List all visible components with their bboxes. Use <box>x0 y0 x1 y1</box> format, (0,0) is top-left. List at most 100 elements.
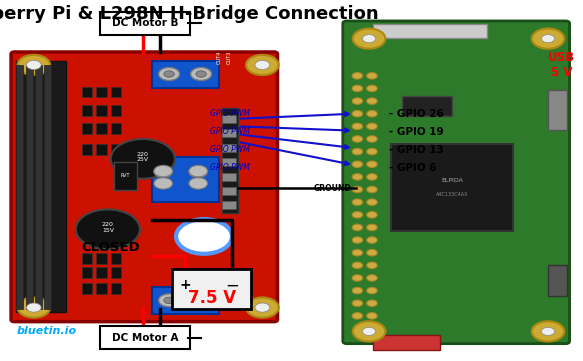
Bar <box>111 105 121 116</box>
Circle shape <box>189 178 208 189</box>
Bar <box>222 115 236 123</box>
Bar <box>111 87 121 97</box>
Bar <box>548 90 567 130</box>
Text: DC Motor A: DC Motor A <box>112 332 178 343</box>
Text: GPIO PWM: GPIO PWM <box>210 145 250 154</box>
Circle shape <box>191 294 212 307</box>
Bar <box>111 267 121 278</box>
Circle shape <box>367 287 377 294</box>
Circle shape <box>17 55 50 75</box>
Circle shape <box>352 174 363 180</box>
Circle shape <box>542 327 554 335</box>
Text: OUT3: OUT3 <box>227 51 232 65</box>
Text: GPIO PWM: GPIO PWM <box>210 109 250 118</box>
Text: bluetin.io: bluetin.io <box>16 326 76 336</box>
Bar <box>373 335 440 350</box>
Circle shape <box>159 294 180 307</box>
Circle shape <box>367 313 377 319</box>
Circle shape <box>352 110 363 117</box>
Bar <box>96 267 107 278</box>
Circle shape <box>352 123 363 130</box>
Circle shape <box>26 60 41 70</box>
Bar <box>82 267 92 278</box>
Bar <box>548 265 567 296</box>
Text: 220
25V: 220 25V <box>137 152 149 162</box>
Circle shape <box>154 165 173 177</box>
Circle shape <box>542 35 554 43</box>
Circle shape <box>367 275 377 281</box>
Text: −: − <box>225 276 239 294</box>
Bar <box>222 108 238 213</box>
Text: ELPIDA: ELPIDA <box>441 178 463 183</box>
Text: 220
15V: 220 15V <box>102 222 114 233</box>
FancyBboxPatch shape <box>343 21 570 344</box>
Circle shape <box>352 161 363 168</box>
Circle shape <box>189 165 208 177</box>
Circle shape <box>352 287 363 294</box>
Text: USB
5 V: USB 5 V <box>548 51 575 79</box>
Circle shape <box>367 85 377 92</box>
Circle shape <box>367 186 377 193</box>
Bar <box>111 283 121 294</box>
Circle shape <box>352 262 363 269</box>
Text: DC Motor B: DC Motor B <box>112 18 178 29</box>
Circle shape <box>367 110 377 117</box>
Bar <box>16 65 23 309</box>
Circle shape <box>367 136 377 142</box>
Circle shape <box>352 98 363 104</box>
Circle shape <box>176 219 232 254</box>
Circle shape <box>352 275 363 281</box>
Circle shape <box>352 300 363 306</box>
Circle shape <box>352 148 363 155</box>
Circle shape <box>367 249 377 256</box>
Circle shape <box>367 73 377 79</box>
Text: A4C133C4AX: A4C133C4AX <box>436 192 468 197</box>
Circle shape <box>76 209 140 249</box>
Bar <box>402 96 452 116</box>
Circle shape <box>154 178 173 189</box>
Bar <box>82 105 92 116</box>
Bar <box>111 144 121 155</box>
Circle shape <box>17 297 50 318</box>
Bar <box>26 65 33 309</box>
Circle shape <box>352 136 363 142</box>
Circle shape <box>352 73 363 79</box>
Text: 7.5 V: 7.5 V <box>188 289 236 307</box>
Text: OUT4: OUT4 <box>217 51 222 65</box>
Text: CLOSED: CLOSED <box>82 241 140 254</box>
Circle shape <box>352 224 363 231</box>
Bar <box>96 87 107 97</box>
Bar <box>222 187 236 195</box>
Bar <box>82 144 92 155</box>
Bar <box>16 61 66 312</box>
Circle shape <box>352 199 363 205</box>
Circle shape <box>255 303 270 312</box>
Bar <box>96 123 107 134</box>
Circle shape <box>164 71 174 77</box>
Bar <box>222 173 236 180</box>
Circle shape <box>367 148 377 155</box>
Circle shape <box>367 237 377 243</box>
Bar <box>152 157 219 202</box>
Bar <box>96 144 107 155</box>
FancyBboxPatch shape <box>11 52 278 322</box>
Bar <box>96 105 107 116</box>
Text: OUT2: OUT2 <box>227 282 232 296</box>
Bar <box>152 61 219 88</box>
Bar <box>82 87 92 97</box>
Bar <box>44 65 51 309</box>
Circle shape <box>367 123 377 130</box>
Circle shape <box>363 327 375 335</box>
Text: +: + <box>180 278 191 292</box>
Circle shape <box>352 85 363 92</box>
Circle shape <box>363 35 375 43</box>
Circle shape <box>196 71 206 77</box>
Text: - GPIO 19: - GPIO 19 <box>389 127 444 137</box>
Circle shape <box>367 98 377 104</box>
Circle shape <box>352 249 363 256</box>
Circle shape <box>367 212 377 218</box>
Bar <box>152 287 219 314</box>
Circle shape <box>532 321 564 342</box>
Circle shape <box>353 29 385 49</box>
Bar <box>222 129 236 137</box>
